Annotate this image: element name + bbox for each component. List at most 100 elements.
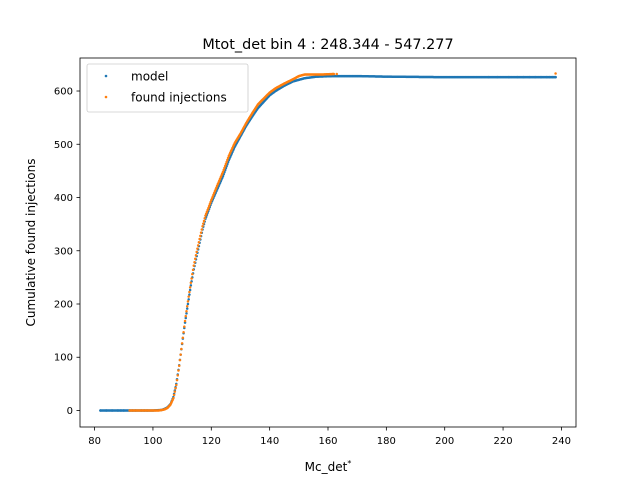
data-point-model: [119, 409, 123, 412]
data-point-found-injections: [226, 156, 230, 160]
data-point-found-injections: [180, 347, 183, 351]
data-point-found-injections: [175, 383, 178, 387]
data-point-found-injections: [188, 286, 192, 289]
x-tick-label: 240: [552, 436, 571, 447]
plot-frame: [79, 57, 577, 428]
data-point-model: [187, 298, 190, 301]
data-point-found-injections: [194, 254, 198, 257]
data-point-found-injections: [223, 164, 227, 168]
y-tick-label: 500: [54, 140, 73, 151]
legend-marker-model: [104, 74, 108, 78]
data-point-found-injections: [185, 309, 188, 313]
x-tick-label: 140: [260, 436, 279, 447]
data-point-found-injections: [208, 202, 212, 206]
data-point-found-injections: [191, 272, 194, 276]
data-point-found-injections: [187, 295, 190, 298]
data-point-found-injections: [180, 342, 184, 345]
data-point-model: [516, 75, 519, 79]
data-point-found-injections: [182, 330, 185, 334]
data-layer: [99, 72, 557, 412]
data-point-found-injections: [203, 217, 206, 220]
data-point-model: [495, 75, 499, 79]
data-point-found-injections: [194, 257, 197, 260]
data-point-model: [99, 409, 102, 412]
data-point-model: [507, 75, 511, 79]
data-point-model: [185, 307, 189, 310]
data-point-found-injections: [226, 158, 229, 162]
data-point-found-injections: [207, 206, 210, 210]
legend-label-model: model: [131, 70, 168, 84]
y-axis-label: Cumulative found injections: [24, 158, 38, 326]
data-point-found-injections: [199, 231, 203, 234]
data-point-found-injections: [197, 240, 201, 244]
data-point-found-injections: [224, 162, 228, 166]
x-tick-label: 160: [318, 436, 337, 447]
data-point-found-injections: [207, 204, 211, 208]
data-point-found-injections: [202, 219, 206, 223]
data-point-found-injections: [183, 325, 186, 328]
data-point-found-injections: [202, 222, 205, 225]
legend: model found injections: [86, 63, 249, 113]
data-point-found-injections: [186, 300, 190, 303]
data-point-found-injections: [196, 244, 200, 247]
data-point-model: [533, 75, 537, 79]
data-point-found-injections: [199, 234, 202, 238]
data-point-model: [116, 409, 120, 412]
data-point-found-injections: [192, 264, 196, 267]
data-point-model: [188, 288, 192, 292]
data-point-found-injections: [198, 237, 201, 241]
data-point-found-injections: [201, 225, 204, 228]
data-point-found-injections: [174, 387, 177, 390]
data-point-found-injections: [178, 358, 182, 362]
data-point-model: [189, 284, 193, 287]
x-tick-label: 120: [202, 436, 221, 447]
data-point-model: [528, 75, 531, 79]
data-point-found-injections: [223, 166, 226, 170]
legend-marker-found-injections: [104, 95, 108, 99]
x-tick-label: 180: [377, 436, 396, 447]
data-point-found-injections: [196, 247, 199, 250]
y-tick-label: 100: [54, 353, 73, 364]
x-tick-label: 200: [435, 436, 454, 447]
data-point-found-injections: [195, 250, 198, 254]
data-point-found-injections: [185, 305, 189, 308]
data-point-found-injections: [177, 369, 180, 372]
legend-label-found-injections: found injections: [131, 91, 227, 105]
data-point-model: [539, 75, 543, 79]
data-point-found-injections: [193, 260, 196, 264]
data-point-found-injections: [183, 319, 187, 323]
plot-area: [80, 58, 576, 427]
x-axis-label: Mc_det*: [305, 459, 352, 474]
data-point-model: [548, 75, 551, 79]
data-point-model: [185, 312, 188, 315]
y-axis-ticks: 0 100 200 300 400 500 600: [54, 87, 80, 417]
y-tick-label: 600: [54, 87, 73, 98]
data-point-model: [184, 316, 188, 320]
series-found-injections: [128, 72, 557, 412]
data-point-found-injections: [554, 72, 557, 75]
data-point-found-injections: [332, 72, 336, 76]
x-tick-label: 100: [143, 436, 162, 447]
data-point-found-injections: [179, 353, 182, 356]
y-tick-label: 0: [67, 406, 73, 417]
data-point-found-injections: [175, 378, 179, 382]
data-point-found-injections: [190, 277, 193, 280]
y-tick-label: 200: [54, 300, 73, 311]
data-point-model: [551, 75, 554, 79]
y-tick-label: 400: [54, 193, 73, 204]
legend-box: [86, 63, 249, 113]
data-point-found-injections: [172, 393, 176, 397]
data-point-found-injections: [191, 268, 195, 272]
data-point-found-injections: [225, 160, 228, 164]
y-tick-label: 300: [54, 246, 73, 257]
data-point-model: [105, 409, 108, 412]
data-point-model: [554, 75, 557, 79]
data-point-found-injections: [173, 390, 177, 393]
data-point-model: [122, 409, 126, 412]
data-point-found-injections: [200, 228, 204, 231]
data-point-model: [545, 75, 549, 79]
data-point-model: [487, 75, 490, 79]
data-point-model: [186, 302, 190, 306]
x-tick-label: 220: [494, 436, 513, 447]
